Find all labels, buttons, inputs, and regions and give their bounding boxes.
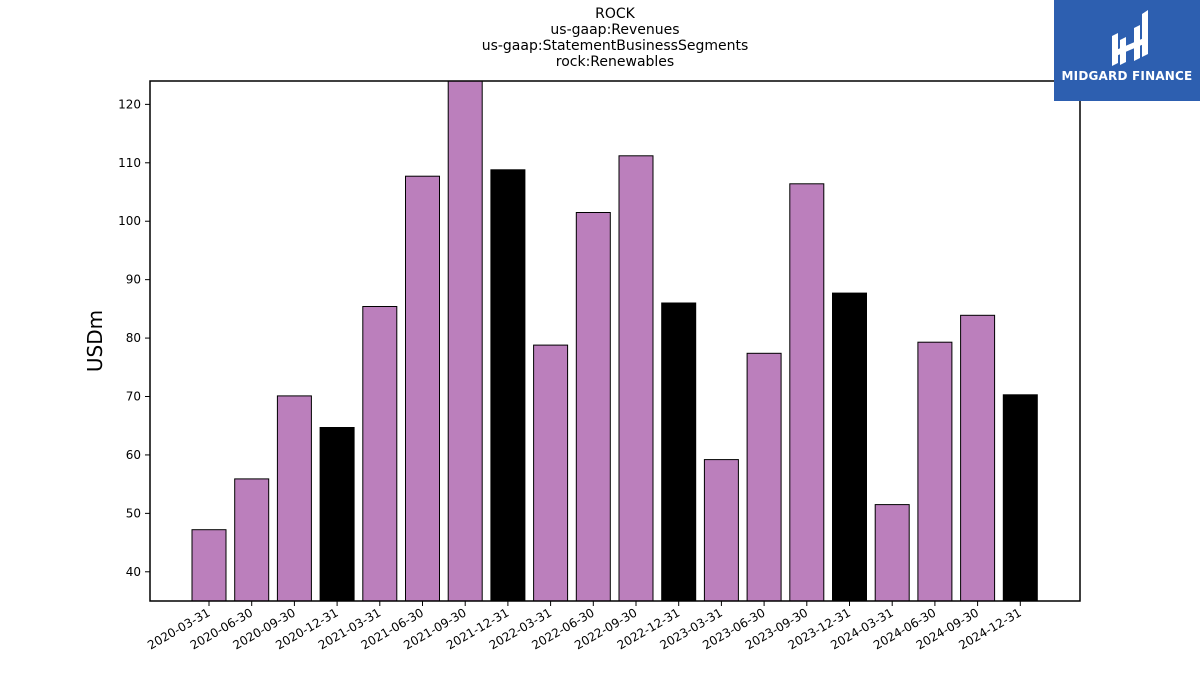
- bar-2024-09-30: [960, 314, 996, 602]
- title-line-1: ROCK: [595, 6, 635, 22]
- bar-2020-12-31: [319, 427, 355, 602]
- bar-2023-12-31: [832, 292, 867, 602]
- y-tick-label: 40: [126, 565, 141, 579]
- midgard-finance-logo: MIDGARD FINANCE: [1054, 0, 1200, 101]
- bar-2021-03-31: [362, 306, 398, 602]
- bar-2024-06-30: [917, 341, 953, 602]
- bar-2021-09-30: [447, 80, 483, 602]
- y-tick-label: 100: [118, 214, 141, 228]
- bar-2020-03-31: [191, 529, 227, 602]
- bar-2022-12-31: [661, 302, 697, 602]
- bar-2024-03-31: [874, 504, 910, 602]
- title-line-3: us-gaap:StatementBusinessSegments: [481, 38, 749, 54]
- y-tick-label: 110: [118, 156, 141, 170]
- bar-2020-06-30: [234, 478, 270, 602]
- bar-2024-12-31: [1002, 394, 1038, 602]
- bar-2022-03-31: [533, 344, 569, 602]
- y-tick-label: 90: [126, 273, 141, 287]
- chart-title: ROCK us-gaap:Revenues us-gaap:StatementB…: [415, 6, 815, 70]
- bar-2021-12-31: [490, 169, 526, 602]
- y-tick-label: 50: [126, 506, 141, 520]
- y-tick-label: 80: [126, 331, 141, 345]
- bar-2021-06-30: [405, 175, 440, 602]
- bar-2023-03-31: [703, 459, 739, 602]
- bar-2020-09-30: [276, 395, 312, 602]
- title-line-4: rock:Renewables: [555, 54, 675, 70]
- y-tick-label: 60: [126, 448, 141, 462]
- y-axis-label: USDm: [83, 310, 107, 372]
- title-line-2: us-gaap:Revenues: [550, 22, 680, 38]
- plot-frame: [149, 80, 1081, 602]
- y-tick-label: 120: [118, 97, 141, 111]
- bars-layer: [191, 80, 1038, 602]
- bar-2022-09-30: [618, 155, 654, 602]
- bar-2022-06-30: [575, 212, 611, 602]
- logo-mark-icon: [1112, 10, 1148, 66]
- y-tick-label: 70: [126, 390, 141, 404]
- logo-text: MIDGARD FINANCE: [1061, 69, 1193, 83]
- bar-2023-06-30: [746, 352, 782, 602]
- bar-2023-09-30: [789, 183, 825, 602]
